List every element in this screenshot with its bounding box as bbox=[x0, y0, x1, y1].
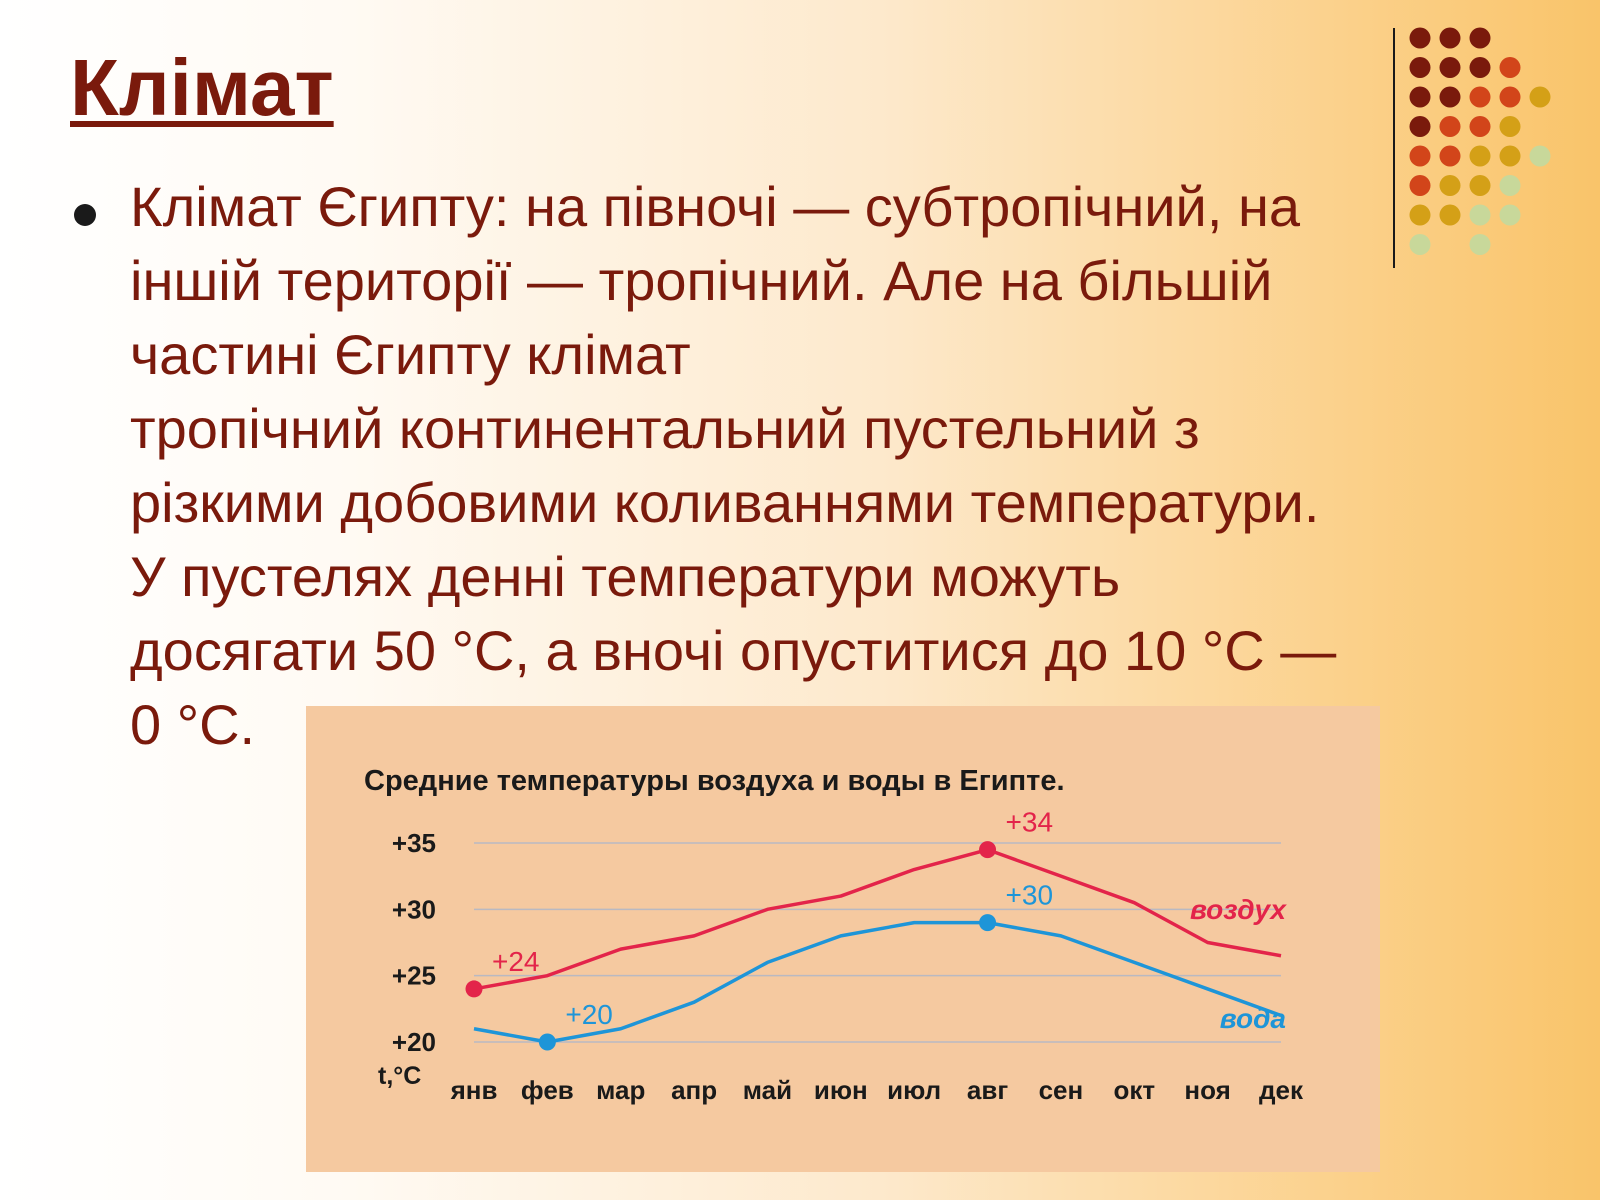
data-label: +30 bbox=[1006, 880, 1053, 911]
decorative-dot bbox=[1439, 57, 1461, 78]
x-tick-label: окт bbox=[1113, 1075, 1155, 1105]
decorative-dot bbox=[1439, 86, 1461, 108]
bullet-line: У пустелях денні температури можуть bbox=[130, 545, 1121, 608]
bullet-line: 0 °С. bbox=[130, 693, 256, 756]
bullet-line: різкими добовими коливаннями температури… bbox=[130, 471, 1320, 534]
decorative-dot bbox=[1409, 234, 1431, 255]
y-axis-label: t,°C bbox=[378, 1062, 421, 1090]
decorative-dot bbox=[1469, 234, 1491, 255]
series-label: воздух bbox=[1190, 894, 1287, 925]
decorative-dot bbox=[1499, 175, 1521, 196]
series-line-вода bbox=[473, 920, 1282, 1044]
decorative-dot bbox=[1469, 204, 1491, 226]
decorative-dot bbox=[1409, 145, 1431, 167]
decorative-dot bbox=[1469, 116, 1491, 137]
chart-canvas: Средние температуры воздуха и воды в Еги… bbox=[364, 765, 1304, 1105]
data-point bbox=[465, 980, 483, 998]
decorative-dot bbox=[1439, 204, 1461, 226]
x-tick-label: ноя bbox=[1184, 1075, 1230, 1105]
x-tick-label: янв bbox=[450, 1075, 498, 1105]
decorative-dot bbox=[1499, 145, 1521, 167]
decorative-dot bbox=[1529, 86, 1551, 108]
data-point bbox=[979, 841, 997, 859]
decorative-dot bbox=[1409, 57, 1431, 78]
series-line-воздух bbox=[473, 847, 1282, 991]
x-tick-label: апр bbox=[671, 1075, 717, 1105]
bullet-line: досягати 50 °С, а вночі опуститися до 10… bbox=[130, 619, 1337, 682]
y-tick-label: +35 bbox=[392, 828, 436, 858]
bullet-dot-icon bbox=[74, 204, 96, 226]
temperature-chart: Средние температуры воздуха и воды в Еги… bbox=[306, 706, 1380, 1172]
x-tick-label: фев bbox=[521, 1075, 574, 1105]
slide-title: Клімат bbox=[70, 43, 334, 132]
data-label: +34 bbox=[1006, 807, 1053, 838]
y-tick-label: +25 bbox=[392, 961, 436, 991]
x-tick-label: сен bbox=[1039, 1075, 1084, 1105]
x-tick-label: дек bbox=[1259, 1075, 1304, 1105]
decorative-dot bbox=[1439, 175, 1461, 196]
decorative-dot bbox=[1439, 145, 1461, 167]
y-tick-label: +30 bbox=[392, 894, 436, 924]
decorative-dot bbox=[1409, 204, 1431, 226]
x-tick-label: авг bbox=[967, 1075, 1008, 1105]
series-label: вода bbox=[1220, 1003, 1286, 1034]
data-label: +24 bbox=[492, 946, 540, 977]
decorative-dot bbox=[1409, 86, 1431, 108]
data-point bbox=[538, 1033, 556, 1051]
decorative-dot bbox=[1409, 27, 1431, 49]
x-tick-label: июн bbox=[814, 1075, 868, 1105]
decorative-dot bbox=[1499, 204, 1521, 226]
x-tick-label: май bbox=[743, 1075, 792, 1105]
decorative-dot bbox=[1439, 116, 1461, 137]
decorative-dot bbox=[1409, 116, 1431, 137]
decorative-dot bbox=[1499, 86, 1521, 108]
decorative-dot bbox=[1469, 145, 1491, 167]
bullet-text: Клімат Єгипту: на півночі — субтропічний… bbox=[130, 170, 1540, 762]
decorative-dot bbox=[1469, 86, 1491, 108]
bullet-line: іншій території — тропічний. Але на біль… bbox=[130, 249, 1273, 312]
chart-title: Средние температуры воздуха и воды в Еги… bbox=[364, 765, 1065, 797]
x-tick-label: мар bbox=[596, 1075, 645, 1105]
decorative-dot bbox=[1469, 27, 1491, 49]
decorative-dot bbox=[1499, 57, 1521, 78]
bullet-line: Клімат Єгипту: на півночі — субтропічний… bbox=[130, 175, 1301, 238]
x-tick-label: июл bbox=[887, 1075, 941, 1105]
decorative-dot bbox=[1409, 175, 1431, 196]
bullet-line: частині Єгипту клімат bbox=[130, 323, 691, 386]
decorative-dot-grid bbox=[1409, 27, 1551, 255]
decorative-divider-line bbox=[1393, 28, 1395, 268]
decorative-dot bbox=[1469, 57, 1491, 78]
decorative-dot bbox=[1499, 116, 1521, 137]
decorative-dot bbox=[1469, 175, 1491, 196]
data-point bbox=[979, 914, 997, 932]
y-tick-label: +20 bbox=[392, 1027, 436, 1057]
bullet-line: тропічний континентальний пустельний з bbox=[130, 397, 1200, 460]
decorative-dot bbox=[1529, 145, 1551, 167]
decorative-dot bbox=[1439, 27, 1461, 49]
data-label: +20 bbox=[565, 999, 613, 1030]
